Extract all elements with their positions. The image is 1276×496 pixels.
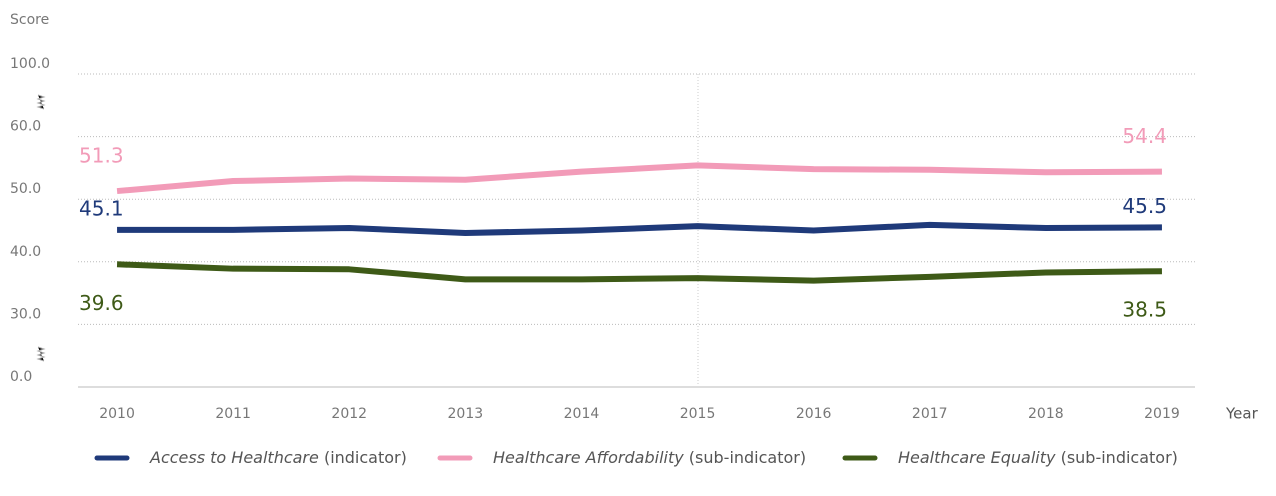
legend-label: Access to Healthcare (indicator) <box>149 448 407 467</box>
data-label: 54.4 <box>1122 124 1167 148</box>
y-tick-label: 60.0 <box>10 119 41 135</box>
x-tick-label: 2019 <box>1144 406 1180 422</box>
y-axis-label: Score <box>10 12 49 28</box>
x-tick-label: 2013 <box>448 406 484 422</box>
series-line <box>116 261 1162 284</box>
x-tick-label: 2018 <box>1028 406 1064 422</box>
axis-break <box>36 94 46 362</box>
data-label: 38.5 <box>1122 298 1167 322</box>
x-tick-label: 2017 <box>912 406 948 422</box>
legend-label: Healthcare Equality (sub-indicator) <box>898 448 1178 467</box>
y-tick-label: 50.0 <box>10 181 41 197</box>
x-tick-label: 2014 <box>564 406 600 422</box>
x-tick-label: 2015 <box>680 406 716 422</box>
y-tick-label: 30.0 <box>10 306 41 322</box>
x-tick-label: 2011 <box>215 406 251 422</box>
series-line <box>116 162 1162 195</box>
data-label: 45.1 <box>79 196 124 220</box>
data-label: 39.6 <box>79 291 124 315</box>
x-tick-label: 2016 <box>796 406 832 422</box>
y-tick-label: 100.0 <box>10 56 50 72</box>
legend-label: Healthcare Affordability (sub-indicator) <box>493 448 806 467</box>
y-tick-label: 0.0 <box>10 369 32 385</box>
series-line <box>117 221 1162 237</box>
x-tick-label: 2010 <box>99 406 135 422</box>
x-tick-label: 2012 <box>331 406 367 422</box>
data-label: 45.5 <box>1122 194 1167 218</box>
y-tick-label: 40.0 <box>10 244 41 260</box>
x-axis-label: Year <box>1225 405 1259 423</box>
data-label: 51.3 <box>79 144 124 168</box>
